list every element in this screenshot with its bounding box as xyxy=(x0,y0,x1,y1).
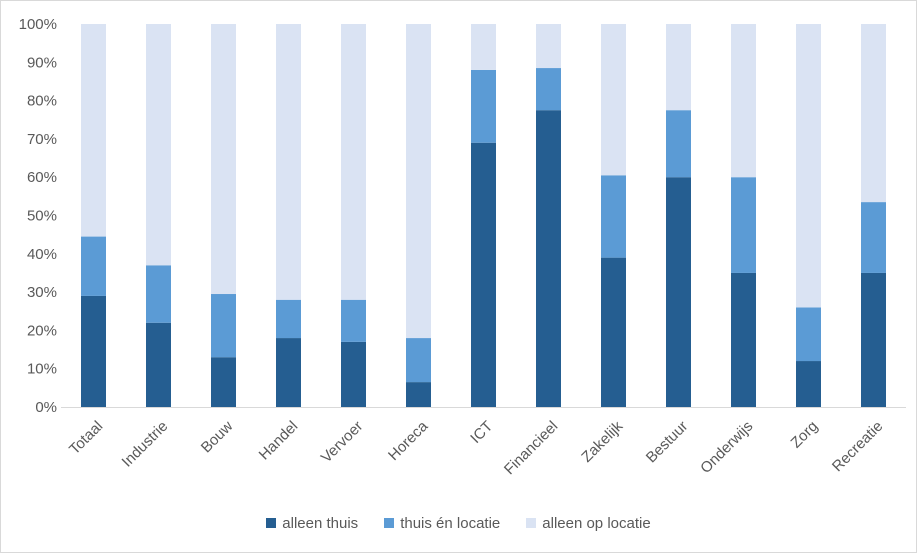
y-tick-label: 90% xyxy=(27,54,57,71)
bar-segment xyxy=(81,24,106,237)
legend-swatch xyxy=(526,518,537,528)
bar-segment xyxy=(341,24,366,300)
bar-segment xyxy=(406,382,431,407)
bar-segment xyxy=(146,322,171,407)
bar-segment xyxy=(861,272,886,407)
bar-segment xyxy=(81,236,106,296)
bar-segment xyxy=(146,265,171,323)
bar-segment xyxy=(146,24,171,266)
y-tick-label: 80% xyxy=(27,93,57,110)
y-tick-label: 50% xyxy=(27,208,57,225)
bars xyxy=(81,24,886,408)
y-tick-label: 70% xyxy=(27,131,57,148)
bar-segment xyxy=(406,338,431,383)
bar-segment xyxy=(341,341,366,407)
bar-segment xyxy=(796,307,821,362)
x-tick-label: Horeca xyxy=(385,417,432,464)
bar-segment xyxy=(211,24,236,295)
bar-segment xyxy=(211,294,236,358)
x-tick-label: ICT xyxy=(467,418,496,447)
y-tick-label: 30% xyxy=(27,284,57,301)
x-tick-label: Onderwijs xyxy=(697,418,756,477)
legend-item: alleen thuis xyxy=(266,515,358,532)
bar-segment xyxy=(276,338,301,407)
x-axis-ticks: Totaal Industrie Bouw Handel Vervoer Horeca IC… xyxy=(66,417,886,478)
bar-segment xyxy=(536,110,561,408)
bar-segment xyxy=(81,295,106,407)
bar-segment xyxy=(601,175,626,258)
legend-item: alleen op locatie xyxy=(526,514,651,532)
legend-label: alleen thuis xyxy=(282,514,359,532)
x-tick-label: Handel xyxy=(256,418,302,464)
y-tick-label: 20% xyxy=(27,322,57,339)
legend-item: thuis én locatie xyxy=(384,515,500,532)
y-tick-label: 0% xyxy=(35,399,57,416)
bar-segment xyxy=(601,24,626,176)
bar-segment xyxy=(341,299,366,342)
bar-segment xyxy=(536,68,561,111)
bar-segment xyxy=(536,24,561,69)
bar-segment xyxy=(796,24,821,308)
bar-segment xyxy=(276,299,301,339)
bar-segment xyxy=(861,202,886,273)
bar-segment xyxy=(406,24,431,339)
x-tick-label: Recreatie xyxy=(829,418,886,475)
bar-segment xyxy=(471,142,496,408)
x-tick-label: Zakelijk xyxy=(578,417,626,465)
y-tick-label: 60% xyxy=(27,169,57,186)
legend-label: thuis én locatie xyxy=(400,514,501,532)
x-tick-label: Zorg xyxy=(787,418,821,452)
legend-label: alleen op locatie xyxy=(542,514,651,532)
y-axis-ticks: 0% 10% 20% 30% 40% 50% 60% 70% 80% 90% 100% xyxy=(19,16,57,416)
x-tick-label: Industrie xyxy=(119,418,172,471)
y-tick-label: 40% xyxy=(27,246,57,263)
bar-segment xyxy=(211,357,236,407)
legend-swatch xyxy=(266,518,277,528)
x-tick-label: Bestuur xyxy=(643,418,692,467)
x-tick-label: Financieel xyxy=(501,418,561,478)
y-tick-label: 100% xyxy=(19,16,57,33)
legend: alleen thuis thuis én locatie alleen op lo… xyxy=(1,511,916,535)
bar-segment xyxy=(666,177,691,407)
bar-segment xyxy=(666,24,691,111)
bar-segment xyxy=(471,24,496,70)
bar-segment xyxy=(276,24,301,300)
bar-segment xyxy=(731,177,756,273)
x-tick-label: Vervoer xyxy=(318,418,367,467)
x-tick-label: Totaal xyxy=(66,418,106,458)
bar-segment xyxy=(861,24,886,203)
x-tick-label: Bouw xyxy=(198,418,237,457)
bar-segment xyxy=(731,272,756,407)
bar-segment xyxy=(601,257,626,407)
bar-segment xyxy=(796,361,821,407)
bar-segment xyxy=(666,110,691,178)
y-tick-label: 10% xyxy=(27,361,57,378)
bar-segment xyxy=(731,24,756,178)
bar-segment xyxy=(471,69,496,143)
legend-swatch xyxy=(384,518,395,528)
